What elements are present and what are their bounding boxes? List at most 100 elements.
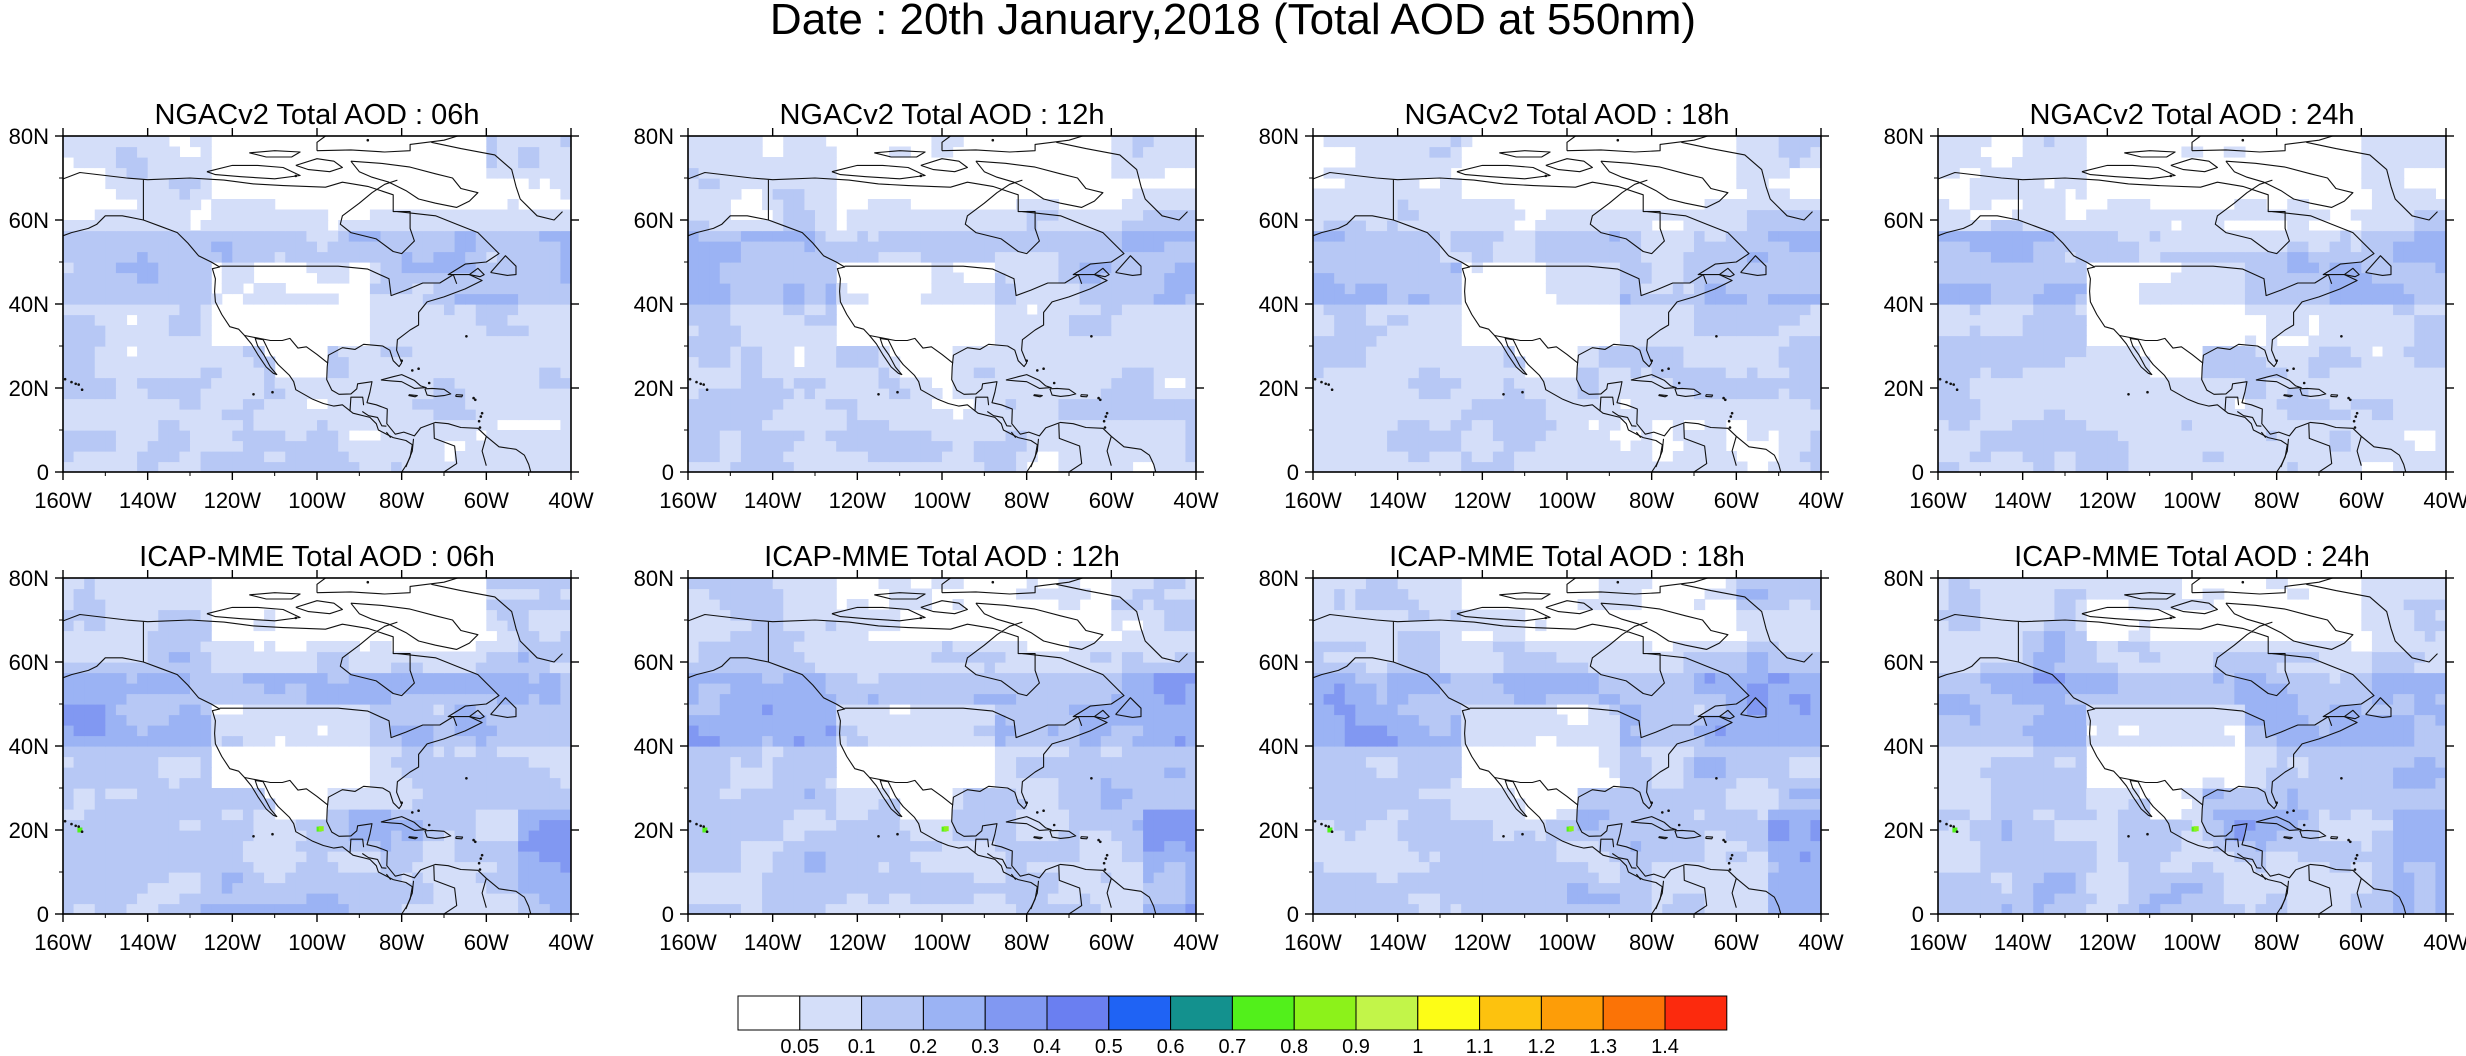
aod-cell — [2033, 325, 2045, 337]
aod-cell — [709, 283, 721, 295]
aod-cell — [232, 262, 244, 274]
aod-cell — [444, 293, 456, 305]
aod-cell — [115, 314, 128, 326]
aod-cell — [2022, 220, 2034, 232]
aod-cell — [698, 209, 710, 221]
aod-cell — [1641, 409, 1653, 421]
aod-cell — [910, 230, 922, 242]
aod-cell — [2033, 188, 2045, 200]
aod-cell — [1174, 346, 1187, 358]
aod-cell — [1789, 335, 1801, 347]
aod-cell — [560, 325, 571, 337]
aod-cell — [1672, 367, 1685, 379]
aod-cell — [1938, 430, 1950, 442]
aod-cell — [825, 335, 837, 347]
aod-cell — [137, 272, 149, 284]
aod-cell — [1715, 251, 1727, 263]
aod-cell — [2424, 209, 2437, 221]
aod-cell — [1005, 377, 1017, 389]
aod-cell — [952, 251, 964, 263]
aod-cell — [1471, 356, 1483, 368]
aod-cell — [1514, 440, 1526, 452]
aod-cell — [1503, 230, 1515, 242]
aod-cell — [2319, 356, 2331, 368]
aod-cell — [1503, 356, 1515, 368]
aod-cell — [391, 293, 403, 305]
aod-cell — [2244, 209, 2257, 221]
aod-cell — [1153, 461, 1165, 472]
aod-cell — [952, 136, 964, 148]
aod-cell — [2393, 377, 2405, 389]
aod-cell — [2086, 451, 2098, 463]
aod-cell — [1153, 262, 1165, 274]
aod-cell — [1079, 272, 1091, 284]
aod-cell — [1514, 451, 1526, 463]
aod-cell — [2202, 293, 2214, 305]
aod-cell — [1121, 440, 1134, 452]
aod-cell — [2266, 262, 2278, 274]
aod-cell — [1047, 293, 1060, 305]
coastline — [316, 136, 460, 153]
aod-cell — [2414, 199, 2426, 211]
aod-cell — [496, 220, 509, 232]
aod-cell — [1757, 209, 1769, 221]
aod-cell — [1111, 461, 1123, 472]
aod-cell — [1461, 451, 1473, 463]
aod-cell — [1418, 146, 1431, 158]
aod-cell — [931, 440, 943, 452]
island — [271, 390, 274, 394]
aod-cell — [1535, 220, 1547, 232]
aod-cell — [1334, 251, 1346, 263]
aod-cell — [1058, 419, 1070, 431]
aod-cell — [825, 251, 837, 263]
aod-cell — [211, 388, 223, 400]
aod-cell — [1746, 377, 1759, 389]
aod-cell — [2287, 199, 2299, 211]
aod-cell — [285, 220, 297, 232]
aod-cell — [63, 461, 75, 472]
aod-cell — [899, 241, 911, 253]
aod-cell — [1789, 304, 1801, 316]
aod-cell — [317, 209, 329, 221]
aod-cell — [1715, 272, 1727, 284]
aod-cell — [1598, 220, 1610, 232]
aod-cell — [465, 451, 477, 463]
aod-cell — [762, 188, 774, 200]
aod-cell — [433, 283, 445, 295]
aod-cell — [232, 220, 244, 232]
aod-cell — [2170, 398, 2183, 410]
aod-cell — [857, 461, 869, 472]
aod-cell — [1577, 356, 1589, 368]
aod-cell — [1100, 367, 1112, 379]
aod-cell — [1429, 325, 1441, 337]
aod-cell — [285, 241, 297, 253]
aod-cell — [73, 272, 85, 284]
aod-cell — [1778, 377, 1790, 389]
aod-cell — [2223, 440, 2235, 452]
aod-cell — [115, 136, 128, 148]
aod-cell — [1715, 451, 1727, 463]
aod-cell — [2255, 461, 2267, 472]
aod-cell — [475, 262, 487, 274]
aod-cell — [2149, 419, 2161, 431]
aod-cell — [1598, 293, 1610, 305]
aod-cell — [1164, 409, 1176, 421]
aod-cell — [295, 419, 308, 431]
aod-cell — [2022, 209, 2034, 221]
aod-cell — [2160, 251, 2172, 263]
aod-cell — [2255, 304, 2267, 316]
aod-cell — [486, 283, 498, 295]
coastline — [975, 160, 1104, 208]
aod-cell — [1778, 157, 1790, 169]
aod-cell — [762, 335, 774, 347]
aod-cell — [836, 398, 848, 410]
aod-cell — [2033, 209, 2045, 221]
aod-cell — [369, 325, 382, 337]
aod-cell — [539, 367, 551, 379]
aod-cell — [1948, 451, 1960, 463]
aod-cell — [793, 398, 806, 410]
aod-cell — [1482, 241, 1494, 253]
aod-cell — [560, 178, 571, 190]
aod-cell — [1164, 188, 1176, 200]
aod-cell — [274, 220, 286, 232]
